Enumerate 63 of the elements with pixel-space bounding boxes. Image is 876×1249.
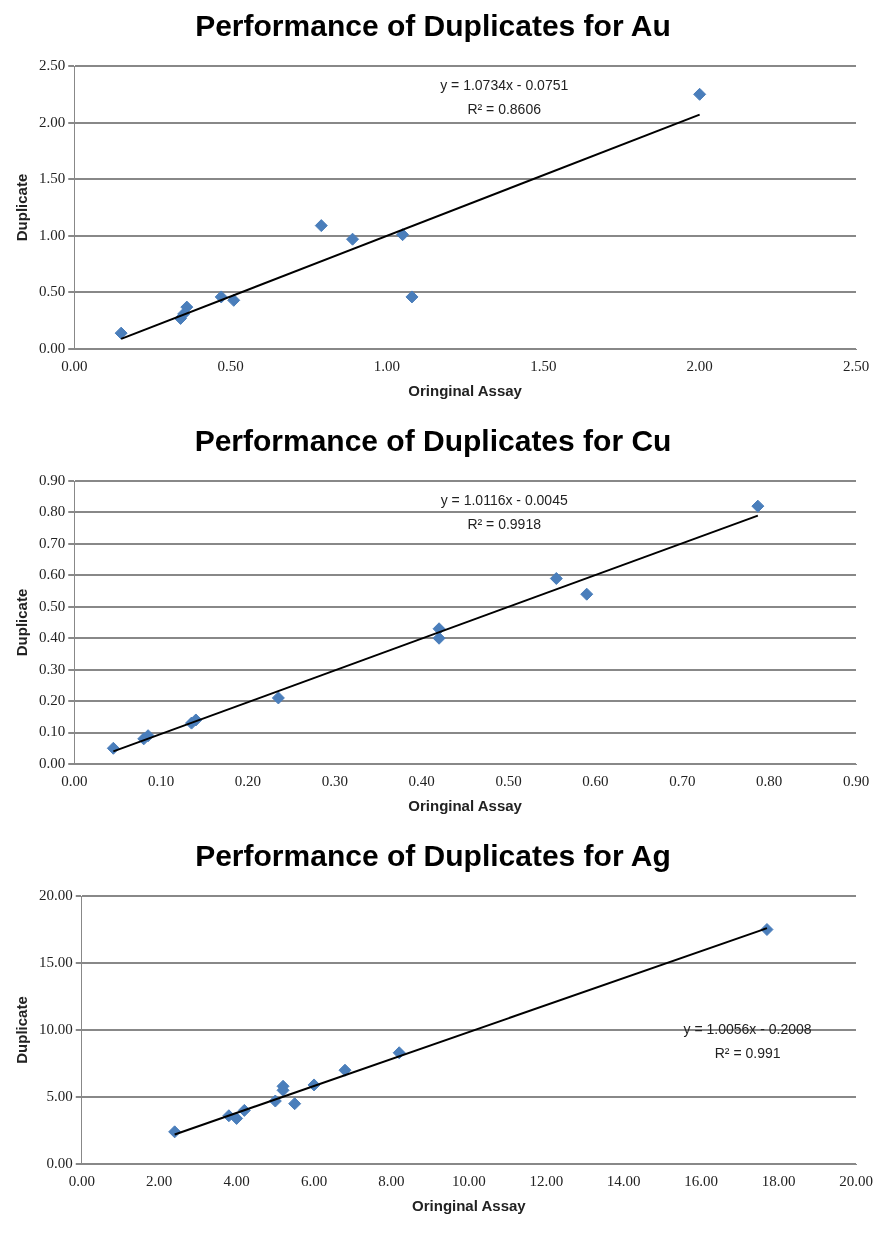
- x-axis-title: Oringinal Assay: [408, 382, 523, 400]
- x-tick-label: 0.70: [669, 772, 696, 789]
- x-tick-label: 4.00: [223, 1172, 250, 1189]
- y-tick-label: 20.00: [39, 886, 73, 903]
- y-tick-label: 0.90: [39, 471, 66, 488]
- x-tick-label: 14.00: [606, 1172, 641, 1189]
- y-tick-label: 0.40: [39, 629, 66, 646]
- x-tick-label: 0.40: [408, 772, 435, 789]
- y-tick-label: 15.00: [39, 953, 73, 970]
- x-tick-label: 0.60: [582, 772, 609, 789]
- y-tick-label: 0.20: [39, 692, 66, 709]
- y-axis-title: Duplicate: [13, 588, 31, 657]
- y-tick-label: 0.10: [39, 723, 66, 740]
- x-tick-label: 0.00: [61, 357, 88, 374]
- x-tick-label: 1.00: [373, 357, 401, 374]
- x-tick-label: 0.00: [61, 772, 88, 789]
- annotation: y = 1.0734x - 0.0751: [440, 76, 569, 93]
- chart-title: Performance of Duplicates for Au: [195, 9, 671, 43]
- x-tick-label: 0.00: [68, 1172, 95, 1189]
- y-tick-label: 1.50: [39, 170, 66, 187]
- x-tick-label: 0.50: [217, 357, 244, 374]
- y-axis-title: Duplicate: [13, 996, 31, 1064]
- y-tick-label: 0.00: [39, 754, 66, 771]
- x-axis-title: Oringinal Assay: [412, 1197, 527, 1215]
- y-tick-label: 10.00: [39, 1020, 73, 1037]
- annotation: R² = 0.9918: [467, 515, 542, 532]
- x-axis-title: Oringinal Assay: [408, 797, 523, 815]
- x-tick-label: 0.80: [756, 772, 783, 789]
- y-axis-title: Duplicate: [13, 173, 31, 242]
- chart-title: Performance of Duplicates for Cu: [194, 424, 672, 458]
- x-tick-label: 12.00: [529, 1172, 564, 1189]
- x-tick-label: 0.20: [234, 772, 262, 789]
- y-tick-label: 0.70: [39, 534, 66, 551]
- x-tick-label: 0.10: [147, 772, 175, 789]
- y-tick-label: 0.00: [46, 1154, 73, 1171]
- y-tick-label: 5.00: [46, 1087, 73, 1104]
- x-tick-label: 0.30: [321, 772, 348, 789]
- annotation: R² = 0.8606: [467, 100, 542, 117]
- annotation: R² = 0.991: [714, 1044, 781, 1061]
- x-tick-label: 6.00: [300, 1172, 328, 1189]
- x-tick-label: 2.00: [686, 357, 713, 374]
- annotation: y = 1.0116x - 0.0045: [440, 491, 568, 508]
- x-tick-label: 8.00: [378, 1172, 405, 1189]
- y-tick-label: 1.00: [39, 226, 66, 243]
- x-tick-label: 2.50: [842, 357, 870, 374]
- y-tick-label: 2.00: [39, 113, 66, 130]
- y-tick-label: 0.60: [39, 566, 66, 583]
- x-tick-label: 10.00: [452, 1172, 486, 1189]
- x-tick-label: 1.50: [530, 357, 557, 374]
- x-tick-label: 16.00: [684, 1172, 719, 1189]
- x-tick-label: 2.00: [146, 1172, 173, 1189]
- annotation: y = 1.0056x - 0.2008: [683, 1020, 812, 1037]
- chart-title: Performance of Duplicates for Ag: [195, 839, 671, 873]
- y-tick-label: 2.50: [39, 56, 66, 73]
- y-tick-label: 0.50: [39, 283, 66, 300]
- y-tick-label: 0.80: [39, 503, 66, 520]
- x-tick-label: 0.90: [842, 772, 870, 789]
- y-tick-label: 0.50: [39, 597, 66, 614]
- y-tick-label: 0.00: [39, 339, 66, 356]
- x-tick-label: 0.50: [495, 772, 522, 789]
- x-tick-label: 18.00: [761, 1172, 796, 1189]
- x-tick-label: 20.00: [839, 1172, 873, 1189]
- y-tick-label: 0.30: [39, 660, 66, 677]
